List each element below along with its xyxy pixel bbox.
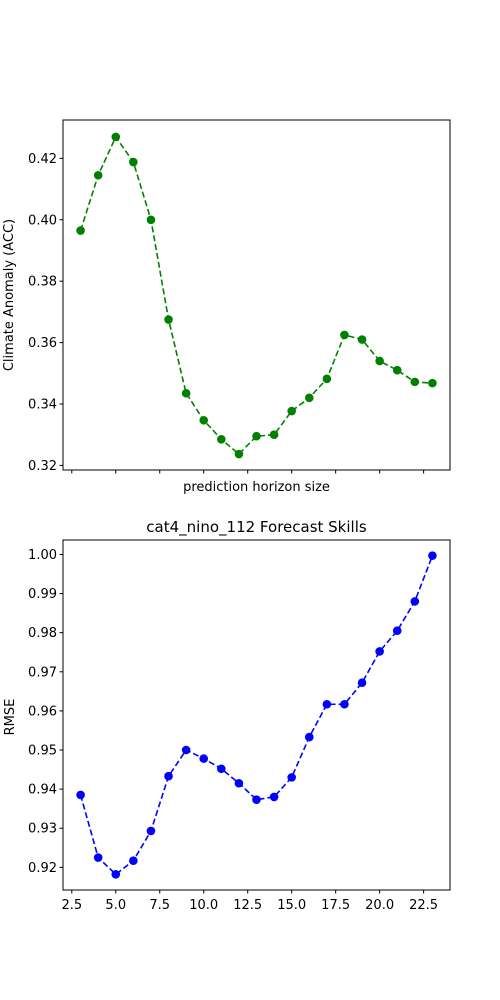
- acc-data-point: [234, 449, 244, 459]
- rmse-data-point: [93, 853, 103, 862]
- rmse-data-point: [181, 745, 191, 755]
- rmse-y-tick-label: 0.96: [28, 704, 57, 719]
- rmse-data-point: [234, 778, 244, 788]
- rmse-x-tick-label: 5.0: [105, 898, 126, 913]
- acc-data-point: [93, 170, 103, 180]
- rmse-data-point: [287, 773, 296, 782]
- rmse-data-point: [322, 699, 332, 709]
- rmse-data-point: [375, 647, 384, 656]
- rmse-data-point: [111, 870, 121, 879]
- acc-data-point: [76, 226, 85, 235]
- acc-data-point: [129, 157, 138, 167]
- rmse-y-tick-label: 0.98: [28, 626, 57, 641]
- rmse-x-tick-label: 7.5: [149, 898, 170, 913]
- acc-data-point: [181, 388, 191, 398]
- rmse-data-point: [428, 551, 437, 560]
- rmse-data-point: [357, 678, 367, 688]
- rmse-series-line: [79, 555, 434, 876]
- rmse-data-point: [129, 856, 138, 865]
- acc-data-point: [304, 393, 314, 403]
- rmse-y-tick-label: 0.94: [28, 783, 57, 798]
- acc-data-point: [357, 335, 367, 344]
- acc-data-point: [392, 365, 402, 375]
- acc-data-point: [428, 378, 437, 388]
- acc-ticks: 0.32 0.34 0.36 0.38 0.40 0.42: [28, 152, 425, 474]
- rmse-data-point: [76, 790, 85, 800]
- rmse-x-tick-label: 22.5: [409, 898, 438, 913]
- acc-data-point: [322, 374, 332, 384]
- rmse-data-point: [217, 764, 226, 774]
- acc-y-tick-label: 0.38: [28, 275, 57, 290]
- rmse-x-tick-label: 20.0: [365, 898, 394, 913]
- acc-data-point: [410, 377, 420, 387]
- rmse-data-point: [252, 795, 261, 804]
- rmse-y-tick-label: 0.92: [28, 861, 57, 876]
- rmse-x-tick-label: 2.5: [61, 898, 82, 913]
- acc-y-tick-label: 0.36: [28, 336, 57, 351]
- rmse-y-tick-label: 0.97: [28, 665, 57, 680]
- rmse-x-tick-label: 17.5: [321, 898, 350, 913]
- acc-plot-frame: [62, 119, 451, 471]
- rmse-y-axis-label: RMSE: [3, 699, 18, 736]
- rmse-x-tick-label: 15.0: [277, 898, 306, 913]
- rmse-plot-frame: [62, 539, 451, 891]
- acc-data-point: [199, 415, 209, 425]
- acc-data-point: [217, 434, 226, 444]
- rmse-ticks: 0.92 0.93 0.94 0.95 0.96 0.97 0.98 0.99 1.00 2.5 5…: [28, 548, 438, 913]
- rmse-x-tick-label: 12.5: [233, 898, 262, 913]
- acc-y-tick-label: 0.40: [28, 213, 57, 228]
- rmse-data-point: [410, 597, 420, 606]
- rmse-y-tick-label: 0.99: [28, 587, 57, 602]
- acc-y-axis-label: Climate Anomaly (ACC): [2, 219, 17, 371]
- acc-y-tick-label: 0.32: [28, 459, 57, 474]
- rmse-data-point: [164, 771, 173, 781]
- acc-data-point: [164, 315, 173, 324]
- rmse-data-point: [304, 732, 314, 742]
- rmse-y-tick-label: 0.93: [28, 822, 57, 837]
- acc-x-axis-label: prediction horizon size: [183, 480, 330, 495]
- acc-series: [76, 132, 437, 459]
- acc-data-point: [269, 430, 279, 439]
- acc-data-point: [287, 406, 296, 416]
- rmse-y-tick-label: 0.95: [28, 744, 57, 759]
- acc-panel: Climate Anomaly (ACC) prediction horizon…: [2, 119, 451, 495]
- rmse-data-point: [269, 792, 279, 802]
- rmse-data-point: [199, 754, 209, 763]
- rmse-chart-title: cat4_nino_112 Forecast Skills: [146, 518, 367, 537]
- rmse-data-point: [146, 826, 156, 836]
- rmse-panel: cat4_nino_112 Forecast Skills RMSE 0.920…: [3, 518, 451, 913]
- acc-data-point: [111, 132, 121, 142]
- acc-data-point: [252, 431, 261, 441]
- rmse-y-tick-label: 1.00: [28, 548, 57, 563]
- acc-y-tick-label: 0.42: [28, 152, 57, 167]
- rmse-data-point: [392, 626, 402, 636]
- acc-data-point: [146, 215, 156, 225]
- acc-data-point: [340, 330, 349, 340]
- rmse-data-point: [340, 699, 349, 709]
- acc-data-point: [375, 356, 384, 366]
- rmse-x-tick-label: 10.0: [189, 898, 218, 913]
- acc-series-line: [79, 135, 433, 456]
- rmse-series: [76, 551, 437, 879]
- acc-y-tick-label: 0.34: [28, 397, 57, 412]
